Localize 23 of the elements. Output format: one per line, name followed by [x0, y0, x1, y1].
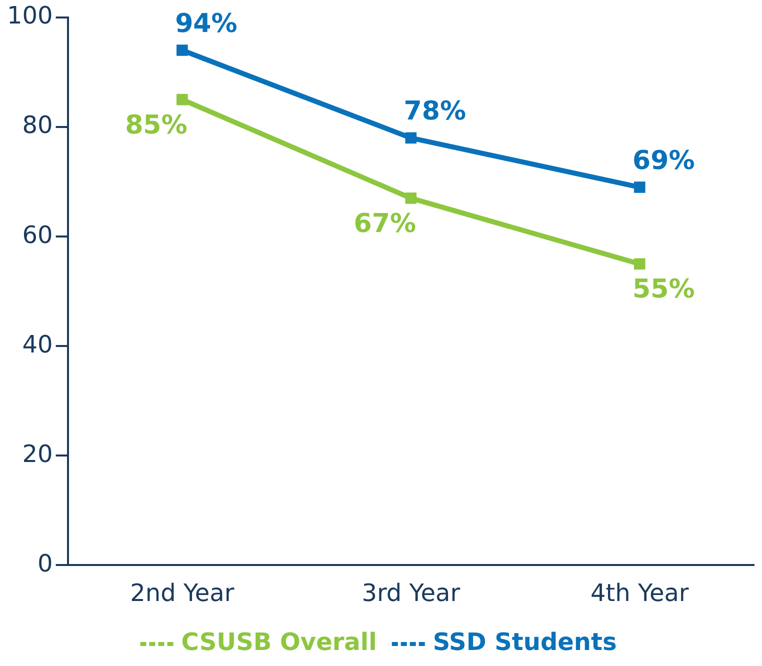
point — [176, 44, 188, 56]
data-label: 78% — [404, 96, 466, 127]
point — [405, 132, 417, 144]
point — [405, 192, 417, 204]
data-label: 55% — [632, 274, 695, 305]
x-tick-label: 4th Year — [590, 578, 689, 607]
y-tick-label: 60 — [22, 220, 53, 249]
point — [634, 258, 646, 270]
x-tick-label: 3rd Year — [362, 578, 460, 607]
y-tick-label: 40 — [22, 330, 53, 358]
data-label: 94% — [175, 9, 238, 40]
point — [634, 182, 646, 193]
data-label: 67% — [354, 208, 416, 239]
legend-label: SSD Students — [432, 628, 617, 656]
data-label: 85% — [125, 110, 188, 140]
y-tick-label: 0 — [38, 549, 53, 578]
x-tick-label: 2nd Year — [130, 578, 234, 607]
y-tick-label: 20 — [22, 440, 53, 468]
legend-label: CSUSB Overall — [181, 628, 377, 656]
y-tick-label: 100 — [6, 2, 53, 30]
point — [176, 94, 188, 106]
data-label: 69% — [632, 146, 695, 176]
y-tick-label: 80 — [22, 111, 53, 140]
